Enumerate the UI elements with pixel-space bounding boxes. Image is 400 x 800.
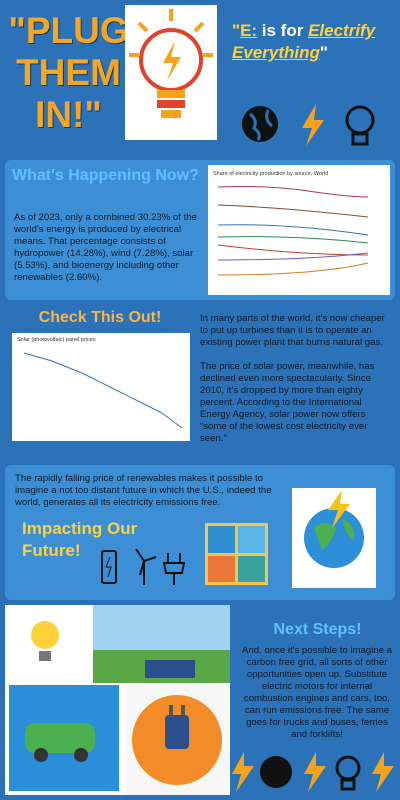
paragraph: In many parts of the world, it's now che… <box>200 313 385 348</box>
paragraph: The price of solar power, meanwhile, has… <box>200 361 375 444</box>
section-heading: Check This Out! <box>38 309 162 326</box>
title: "PLUG THEM IN!" <box>8 10 129 135</box>
chart-title: Share of electricity production by sourc… <box>213 171 328 177</box>
illustration-collage <box>5 605 230 795</box>
slogan-quote: " <box>319 43 328 62</box>
slogan-middle: is for <box>257 21 309 40</box>
lightbulb-image <box>125 5 217 140</box>
icon-row <box>232 752 394 792</box>
section-heading: Impacting Our Future! <box>22 519 138 560</box>
chart-image: Solar (photovoltaic) panel prices <box>12 333 190 441</box>
chart-image: Share of electricity production by sourc… <box>208 165 390 295</box>
slogan-emphasis: Electrify Everything <box>232 21 376 62</box>
section-heading: Next Steps! <box>273 621 362 638</box>
section-body: As of 2023, only a combined 30.23% of th… <box>14 212 197 283</box>
icon-row <box>242 104 375 146</box>
section-body: The rapidly falling price of renewables … <box>15 473 272 508</box>
section-body: In many parts of the world, it's now che… <box>200 313 392 445</box>
slogan-lead: E: <box>240 21 258 40</box>
globe-image <box>292 488 376 588</box>
section-heading: What's Happening Now? <box>12 167 199 184</box>
slogan: "E: is for Electrify Everything" <box>232 20 397 64</box>
chart-title: Solar (photovoltaic) panel prices <box>17 337 96 343</box>
section-body: And, once it's possible to imagine a car… <box>241 645 393 740</box>
slogan-quote: " <box>232 21 241 40</box>
icon-row <box>101 548 186 585</box>
energy-collage <box>205 523 268 585</box>
